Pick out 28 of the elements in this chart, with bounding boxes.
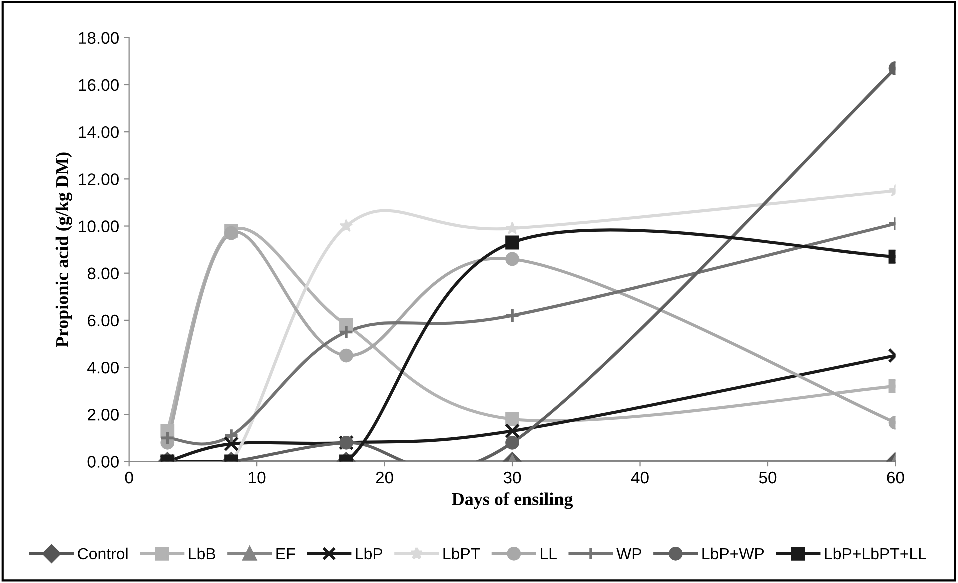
legend-label: LbPT	[444, 548, 480, 560]
legend-label: LbP+WP	[702, 548, 764, 560]
y-tick-label: 14.00	[79, 126, 119, 138]
x-tick-label: 20	[376, 472, 394, 484]
x-tick-label: 40	[631, 472, 649, 484]
legend-label: LbP+LbPT+LL	[825, 548, 926, 560]
y-tick-label: 4.00	[88, 362, 119, 374]
y-tick-label: 6.00	[88, 314, 119, 327]
x-tick-label: 0	[125, 472, 134, 484]
y-axis-title: Propionic acid (g/kg DM)	[56, 152, 72, 348]
x-tick-label: 50	[759, 472, 777, 484]
y-tick-label: 10.00	[79, 220, 119, 232]
legend-label: Control	[78, 548, 128, 560]
x-axis-title: Days of ensiling	[452, 492, 574, 510]
y-tick-label: 0.00	[88, 456, 119, 468]
x-tick-label: 10	[249, 472, 266, 484]
legend-label: LbP	[356, 548, 383, 560]
x-tick-label: 60	[887, 472, 904, 484]
y-tick-label: 2.00	[88, 409, 119, 421]
y-tick-label: 12.00	[79, 174, 119, 186]
y-tick-label: 16.00	[79, 79, 119, 92]
x-tick-label: 30	[504, 472, 522, 484]
y-tick-label: 8.00	[88, 268, 119, 280]
legend-label: EF	[276, 548, 296, 560]
legend-label: LbB	[189, 548, 216, 560]
legend-label: LL	[541, 548, 557, 560]
legend-label: WP	[616, 548, 642, 560]
y-tick-label: 18.00	[79, 32, 119, 44]
